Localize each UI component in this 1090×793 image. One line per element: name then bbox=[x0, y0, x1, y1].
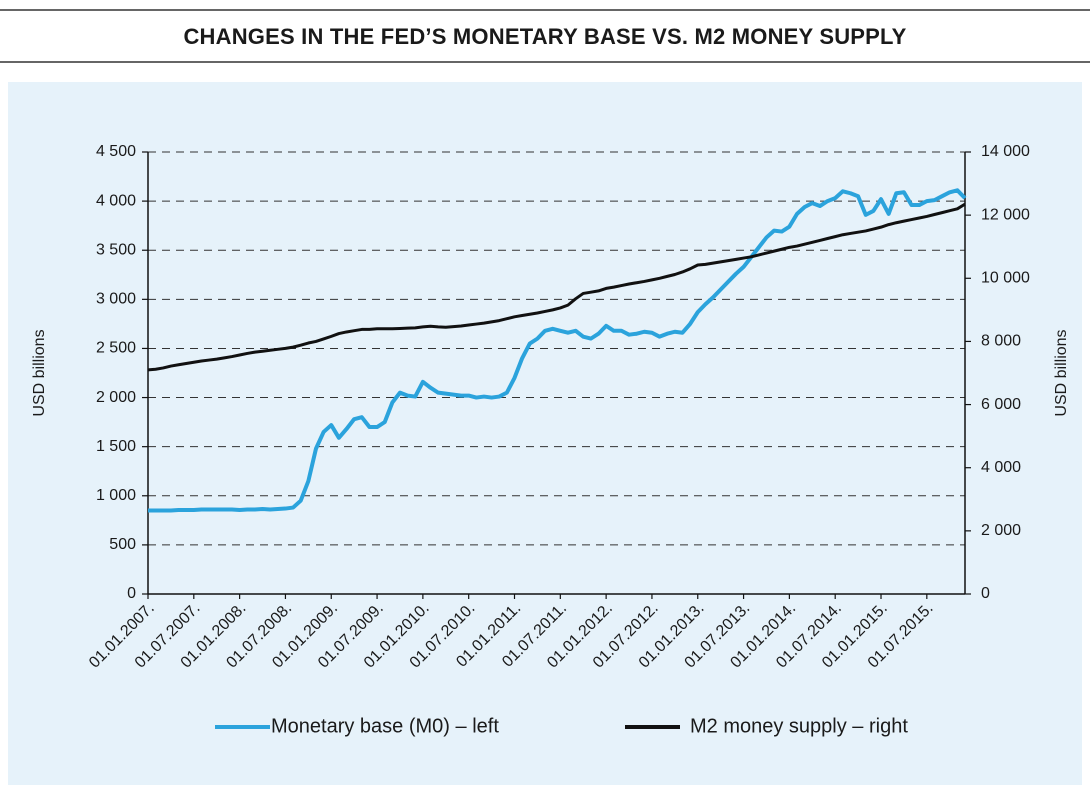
y-tick-label: 4 000 bbox=[96, 192, 136, 209]
y-tick-label: 2 500 bbox=[96, 340, 136, 357]
chart-title: CHANGES IN THE FED’S MONETARY BASE VS. M… bbox=[183, 24, 906, 49]
y2-tick-label: 10 000 bbox=[981, 270, 1030, 287]
y2-tick-label: 6 000 bbox=[981, 396, 1021, 413]
series-line bbox=[147, 202, 966, 372]
y-tick-label: 1 500 bbox=[96, 438, 136, 455]
plot-panel bbox=[8, 82, 1082, 785]
y-axis-label: USD billions bbox=[31, 329, 48, 416]
y-tick-label: 3 500 bbox=[96, 241, 136, 258]
y-tick-label: 1 000 bbox=[96, 487, 136, 504]
y2-tick-label: 8 000 bbox=[981, 333, 1021, 350]
y2-tick-label: 12 000 bbox=[981, 206, 1030, 223]
y-tick-label: 4 500 bbox=[96, 143, 136, 160]
y-tick-label: 0 bbox=[127, 585, 136, 602]
legend-label: M2 money supply – right bbox=[690, 715, 908, 737]
y2-tick-label: 14 000 bbox=[981, 143, 1030, 160]
y2-tick-label: 2 000 bbox=[981, 522, 1021, 539]
legend-label: Monetary base (M0) – left bbox=[271, 715, 499, 737]
y2-tick-label: 0 bbox=[981, 585, 990, 602]
y-tick-label: 2 000 bbox=[96, 389, 136, 406]
y-tick-label: 3 000 bbox=[96, 291, 136, 308]
series-line bbox=[148, 188, 967, 513]
y2-tick-label: 4 000 bbox=[981, 459, 1021, 476]
y2-axis-label: USD billions bbox=[1053, 329, 1070, 416]
y-tick-label: 500 bbox=[109, 536, 136, 553]
